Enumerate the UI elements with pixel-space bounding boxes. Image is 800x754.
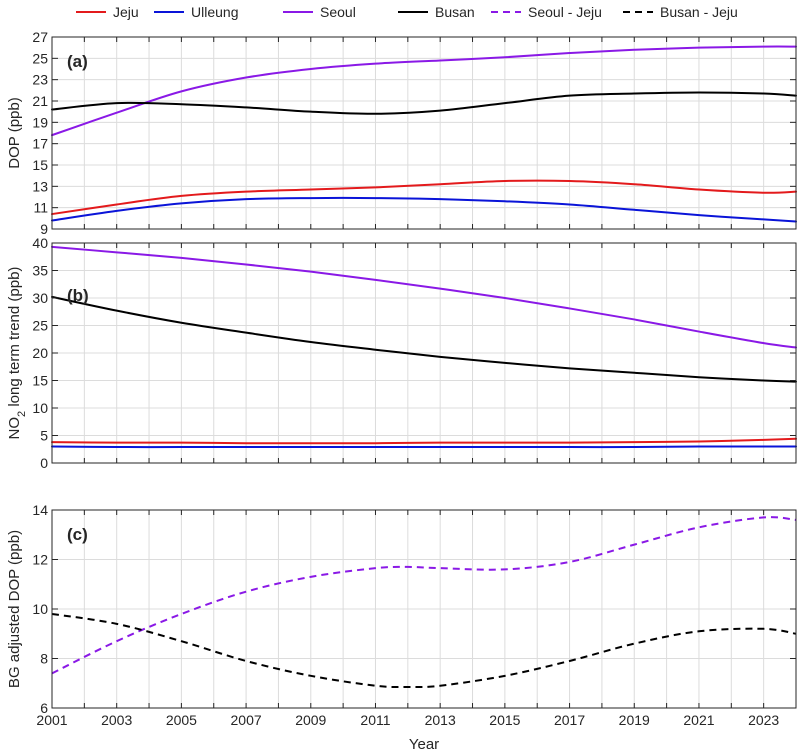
panel-a-series-seoul — [51, 45, 797, 137]
legend-label-ulleung: Ulleung — [191, 4, 238, 20]
panel-b-ytick-label: 35 — [32, 263, 48, 279]
panel-b-ylabel-rest: long term trend (ppb) — [6, 267, 23, 411]
x-tick-label: 2019 — [619, 712, 650, 728]
panel-b-ytick-label: 0 — [40, 455, 48, 471]
panel-c-ytick-label: 8 — [40, 651, 48, 667]
panel-c-ytick-label: 10 — [32, 601, 48, 617]
panel-c: 6 8 10 12 14 (c) BG adjusted DOP (ppb) — [6, 502, 797, 716]
panel-c-series-busan-jeju — [51, 612, 797, 689]
panel-c-label: (c) — [67, 525, 88, 544]
x-tick-label: 2023 — [748, 712, 779, 728]
legend-item-busan-jeju: Busan - Jeju — [623, 4, 738, 20]
legend-item-ulleung: Ulleung — [154, 4, 238, 20]
panel-a-series-jeju — [51, 179, 797, 216]
panel-a-ytick-label: 11 — [33, 200, 48, 216]
panel-a-ylabel: DOP (ppb) — [6, 97, 23, 168]
panel-a-series-ulleung — [51, 196, 797, 223]
legend-label-busan: Busan — [435, 4, 475, 20]
panel-c-ytick-label: 14 — [32, 502, 48, 518]
x-axis-tick-labels: 2001 2003 2005 2007 2009 2011 2013 2015 2017 2019… — [36, 712, 779, 728]
legend-item-busan: Busan — [398, 4, 475, 20]
x-tick-label: 2011 — [360, 712, 390, 728]
legend-item-seoul-jeju: Seoul - Jeju — [491, 4, 602, 20]
panel-b-ylabel-sub: 2 — [16, 411, 28, 417]
panel-b-ytick-label: 40 — [32, 235, 48, 251]
panel-b-ylabel-no: NO — [6, 417, 23, 440]
panel-b-series-seoul — [51, 245, 797, 349]
panel-a-ytick-label: 13 — [32, 178, 48, 194]
panel-b-ytick-label: 15 — [32, 373, 48, 389]
panel-c-ylabel: BG adjusted DOP (ppb) — [6, 530, 23, 688]
panel-a-frame — [51, 36, 797, 230]
legend-label-jeju: Jeju — [113, 4, 139, 20]
panel-a-ytick-label: 9 — [40, 221, 48, 237]
panel-b-ytick-label: 25 — [32, 318, 48, 334]
legend-item-jeju: Jeju — [76, 4, 139, 20]
x-tick-label: 2003 — [101, 712, 132, 728]
panel-c-series-seoul-jeju — [51, 516, 797, 675]
panel-b-series-busan — [51, 295, 797, 383]
panel-a-ytick-label: 15 — [32, 157, 48, 173]
panel-a-ytick-label: 17 — [32, 136, 48, 152]
x-axis-title: Year — [409, 736, 439, 753]
panel-b-series-jeju — [51, 437, 797, 445]
panel-b-label: (b) — [67, 286, 89, 305]
x-tick-label: 2007 — [231, 712, 262, 728]
x-tick-label: 2017 — [554, 712, 585, 728]
panel-a-ytick-label: 19 — [32, 114, 48, 130]
legend-label-busan-jeju: Busan - Jeju — [660, 4, 738, 20]
panel-a-ytick-label: 25 — [32, 50, 48, 66]
panel-b-ytick-label: 10 — [32, 400, 48, 416]
x-tick-label: 2021 — [683, 712, 714, 728]
x-tick-label: 2015 — [489, 712, 520, 728]
panel-a-label: (a) — [67, 52, 88, 71]
x-tick-label: 2005 — [166, 712, 197, 728]
panel-b-series-ulleung — [51, 445, 797, 449]
panel-b-frame — [51, 242, 797, 464]
panel-a-ytick-label: 27 — [32, 29, 48, 45]
panel-a-ytick-label: 23 — [32, 72, 48, 88]
x-tick-label: 2001 — [36, 712, 67, 728]
legend-label-seoul-jeju: Seoul - Jeju — [528, 4, 602, 20]
panel-c-frame — [51, 509, 797, 709]
panel-a: 9 11 13 15 17 19 21 23 25 27 (a) DOP (ppb) — [6, 29, 797, 237]
panel-a-series-busan — [51, 91, 797, 115]
panel-b-ytick-label: 5 — [40, 428, 48, 444]
panel-b-ytick-label: 30 — [32, 290, 48, 306]
legend-item-seoul: Seoul — [283, 4, 356, 20]
legend: Jeju Ulleung Seoul Busan Seoul - Jeju Busan -… — [76, 4, 738, 20]
panel-b-ylabel: NO2 long term trend (ppb) — [6, 267, 28, 440]
panel-b-ytick-label: 20 — [32, 345, 48, 361]
legend-label-seoul: Seoul — [320, 4, 356, 20]
panel-c-ytick-label: 6 — [40, 700, 48, 716]
panel-c-ytick-label: 12 — [32, 552, 48, 568]
panel-a-ytick-label: 21 — [32, 93, 48, 109]
panel-b: 0 5 10 15 20 25 30 35 40 (b) NO2 long term trend… — [6, 235, 797, 471]
x-tick-label: 2009 — [295, 712, 326, 728]
x-tick-label: 2013 — [425, 712, 456, 728]
